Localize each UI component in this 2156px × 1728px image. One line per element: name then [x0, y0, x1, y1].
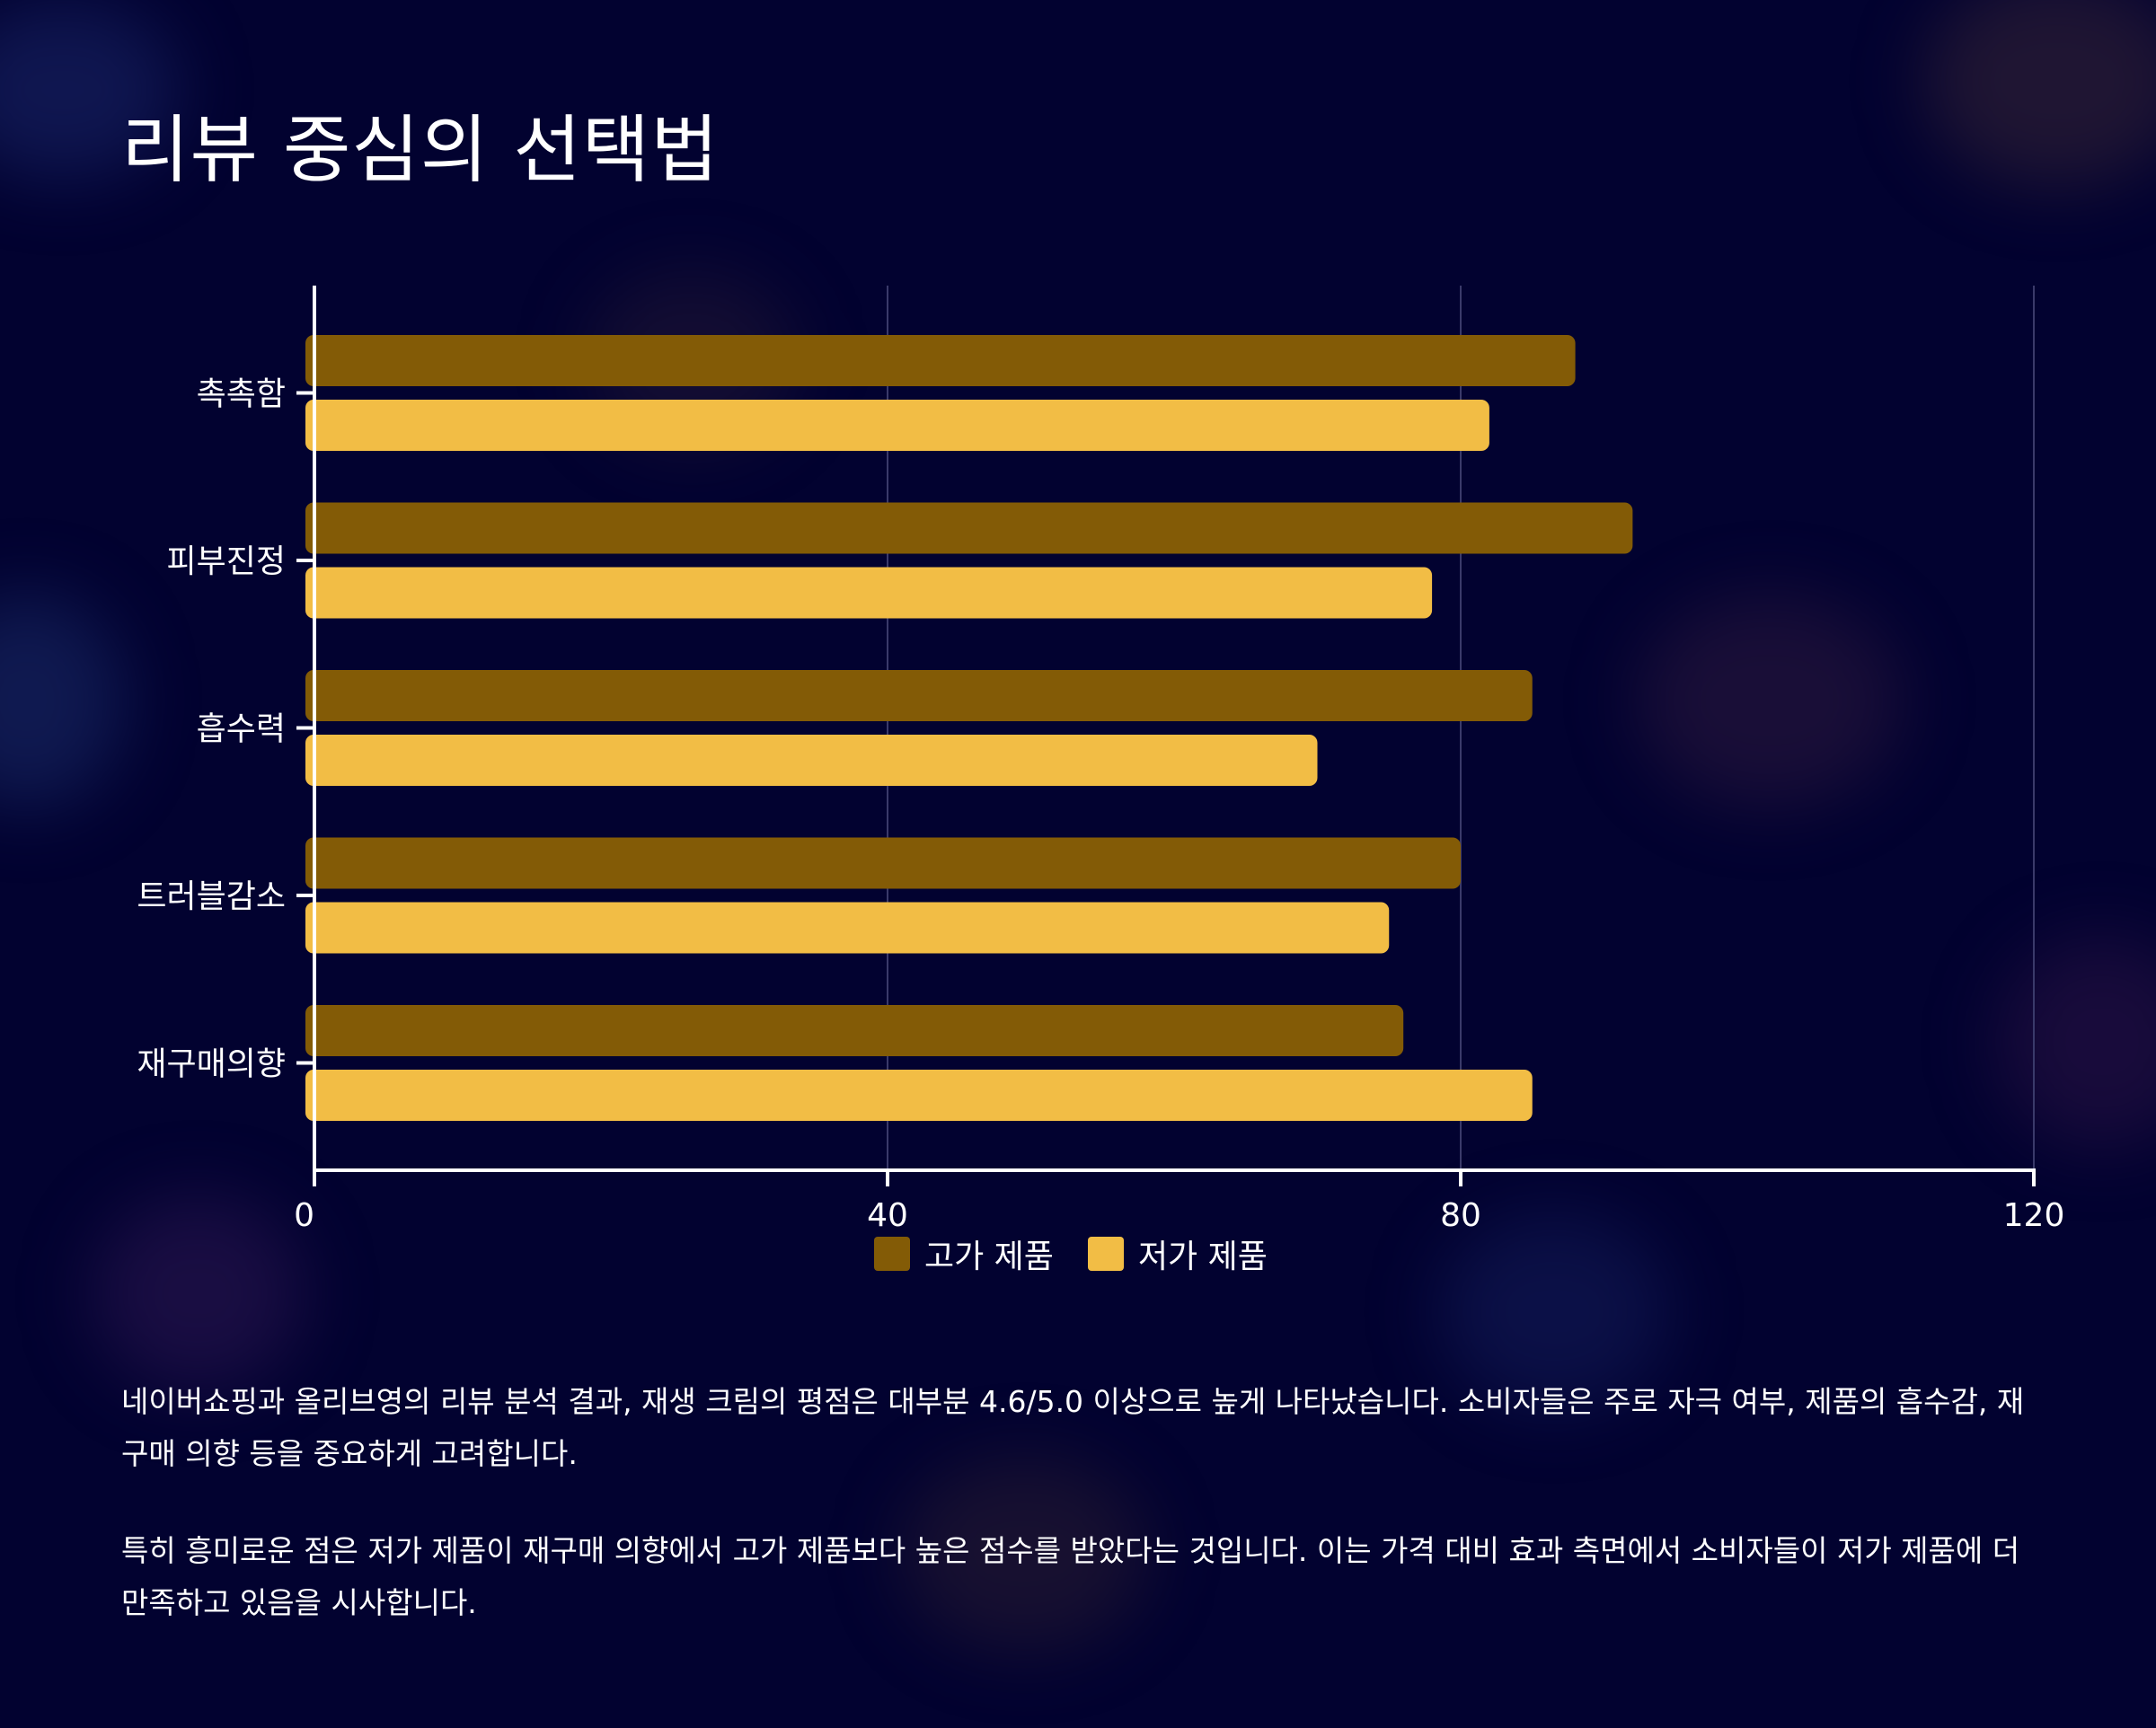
legend-label-budget: 저가 제품 — [1137, 1239, 1268, 1275]
bar-budget — [305, 567, 1433, 619]
legend-label-premium: 고가 제품 — [924, 1239, 1054, 1275]
bars — [305, 335, 1633, 1121]
description-paragraph: 네이버쇼핑과 올리브영의 리뷰 분석 결과, 재생 크림의 평점은 대부분 4.… — [121, 1384, 2025, 1471]
bar-premium — [305, 502, 1633, 554]
bar-budget — [305, 1070, 1533, 1121]
page-title: 리뷰 중심의 선택법 — [121, 108, 720, 193]
y-tick-label: 트러블감소 — [137, 878, 286, 915]
x-tick-label: 120 — [2003, 1197, 2065, 1234]
bar-budget — [305, 902, 1390, 954]
chart-legend: 고가 제품 저가 제품 — [874, 1230, 1302, 1277]
legend-item-premium: 고가 제품 — [874, 1230, 1054, 1277]
legend-item-budget: 저가 제품 — [1087, 1230, 1268, 1277]
bar-premium — [305, 837, 1461, 889]
y-tick-label: 재구매의향 — [137, 1046, 286, 1083]
x-tick-label: 0 — [294, 1197, 314, 1234]
x-tick-label: 40 — [867, 1197, 908, 1234]
bar-budget — [305, 400, 1489, 451]
axes — [296, 286, 2036, 1186]
y-tick-label: 촉촉함 — [197, 376, 286, 413]
y-tick-label: 피부진정 — [167, 543, 286, 580]
description-paragraph: 특히 흥미로운 점은 저가 제품이 재구매 의향에서 고가 제품보다 높은 점수… — [121, 1533, 2020, 1620]
bar-premium — [305, 335, 1576, 386]
bar-budget — [305, 735, 1318, 786]
bar-premium — [305, 670, 1533, 721]
y-tick-label: 흡수력 — [197, 711, 286, 748]
legend-swatch-premium — [874, 1237, 910, 1271]
bar-premium — [305, 1005, 1404, 1056]
x-tick-label: 80 — [1440, 1197, 1481, 1234]
legend-swatch-budget — [1087, 1237, 1124, 1271]
